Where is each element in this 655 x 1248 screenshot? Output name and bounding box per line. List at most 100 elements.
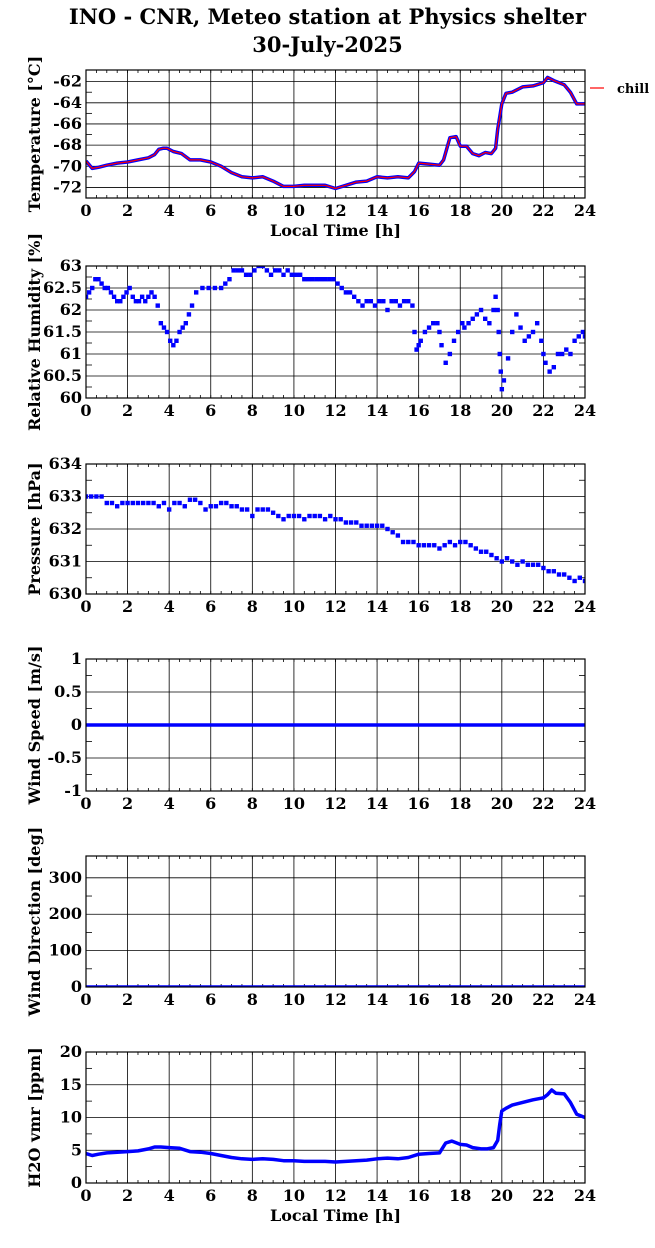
y-tick-label: -72 xyxy=(53,177,82,196)
data-point xyxy=(497,351,502,357)
data-point xyxy=(466,321,471,326)
data-point xyxy=(343,520,349,525)
x-tick-label: 10 xyxy=(283,1186,305,1205)
x-tick-label: 20 xyxy=(491,990,513,1009)
data-point xyxy=(551,365,557,370)
data-point xyxy=(212,285,218,291)
data-point xyxy=(582,578,585,584)
y-tick-label: 60 xyxy=(60,388,82,407)
data-point xyxy=(260,507,265,512)
x-tick-label: 14 xyxy=(366,990,388,1009)
data-point xyxy=(149,290,154,295)
data-point xyxy=(306,277,311,282)
x-tick-label: 6 xyxy=(205,401,216,420)
data-point xyxy=(273,268,278,273)
data-point xyxy=(547,369,552,374)
data-point xyxy=(576,334,581,339)
data-point xyxy=(478,307,484,313)
data-point xyxy=(125,500,130,506)
x-tick-label: 2 xyxy=(122,401,133,420)
data-point xyxy=(559,351,565,357)
y-tick-label: -68 xyxy=(53,135,82,154)
data-point xyxy=(192,497,198,502)
data-point xyxy=(243,272,249,277)
plot-frame xyxy=(85,463,586,595)
data-point xyxy=(572,578,577,584)
data-point xyxy=(470,316,475,321)
data-point xyxy=(302,517,307,522)
y-axis-label: Wind Speed [m/s] xyxy=(25,646,44,806)
data-point xyxy=(458,539,463,545)
x-tick-label: 4 xyxy=(164,597,175,616)
plot-frame xyxy=(85,69,586,199)
x-tick-label: 6 xyxy=(205,597,216,616)
data-point xyxy=(426,543,432,548)
data-point xyxy=(473,546,479,551)
data-point xyxy=(546,569,551,574)
data-point xyxy=(393,299,398,304)
x-tick-label: 24 xyxy=(574,401,596,420)
data-point xyxy=(227,277,232,282)
data-point xyxy=(515,562,520,567)
x-tick-label: 14 xyxy=(366,597,388,616)
x-tick-label: 14 xyxy=(366,201,388,220)
x-tick-label: 24 xyxy=(574,990,596,1009)
data-point xyxy=(322,277,328,282)
plot-frame xyxy=(85,855,586,988)
data-point xyxy=(193,290,199,295)
data-point xyxy=(104,500,109,506)
data-point xyxy=(541,351,546,357)
data-point xyxy=(281,517,286,522)
y-tick-label: 1 xyxy=(71,649,82,668)
data-point xyxy=(264,268,270,273)
y-axis-label: Temperature [°C] xyxy=(25,56,44,212)
data-point xyxy=(143,299,148,304)
data-point xyxy=(256,266,261,269)
data-layer xyxy=(86,266,585,392)
data-point xyxy=(218,285,224,291)
data-point xyxy=(501,378,507,383)
data-point xyxy=(317,513,323,519)
plot-frame xyxy=(85,658,586,792)
x-tick-label: 6 xyxy=(205,794,216,813)
x-tick-label: 12 xyxy=(324,794,346,813)
data-point xyxy=(491,307,496,313)
x-tick-label: 22 xyxy=(532,990,554,1009)
data-point xyxy=(468,543,473,548)
data-point xyxy=(206,285,211,291)
data-point xyxy=(161,500,167,506)
data-point xyxy=(307,513,312,519)
x-tick-label: 18 xyxy=(449,597,471,616)
y-tick-label: 0 xyxy=(71,977,82,996)
data-point xyxy=(564,347,569,352)
data-point xyxy=(114,504,120,509)
data-point xyxy=(250,513,255,519)
x-tick-label: 8 xyxy=(247,1186,258,1205)
data-point xyxy=(539,338,544,343)
data-point xyxy=(406,299,411,304)
y-tick-label: -66 xyxy=(53,114,82,133)
data-point xyxy=(418,338,423,343)
data-point xyxy=(155,303,160,308)
data-point xyxy=(277,268,282,273)
data-point xyxy=(333,517,338,522)
data-point xyxy=(442,543,447,548)
data-point xyxy=(224,500,229,506)
x-tick-label: 10 xyxy=(283,597,305,616)
y-tick-label: 200 xyxy=(49,904,82,923)
x-tick-label: 4 xyxy=(164,794,175,813)
x-tick-label: 2 xyxy=(122,201,133,220)
data-point xyxy=(447,351,453,357)
data-point xyxy=(302,277,307,282)
data-point xyxy=(177,329,182,335)
data-point xyxy=(289,272,295,277)
data-point xyxy=(374,523,380,528)
data-point xyxy=(499,559,505,564)
data-point xyxy=(455,329,461,335)
data-point xyxy=(208,504,213,509)
data-point xyxy=(189,303,195,308)
x-tick-label: 2 xyxy=(122,597,133,616)
y-axis-label: Relative Humidity [%] xyxy=(25,233,44,431)
data-point xyxy=(255,507,260,512)
